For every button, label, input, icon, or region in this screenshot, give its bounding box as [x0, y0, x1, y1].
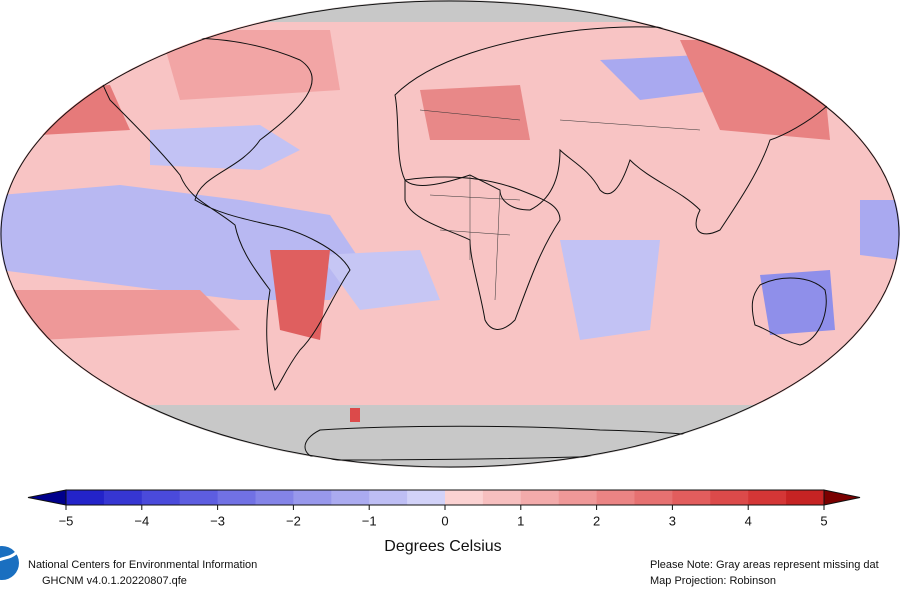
colorbar-tick-label: 2 — [593, 513, 600, 528]
colorbar-bin — [558, 490, 598, 505]
colorbar-bin — [482, 490, 522, 505]
colorbar-bin — [596, 490, 635, 505]
colorbar-tick-label: 0 — [441, 513, 448, 528]
colorbar-bin — [217, 490, 256, 505]
colorbar-bin — [293, 490, 332, 505]
colorbar-tick-label: −3 — [210, 513, 225, 528]
colorbar-bin — [331, 490, 370, 505]
colorbar-over — [823, 489, 861, 506]
anomaly-map — [0, 0, 900, 468]
colorbar-tick-label: 5 — [820, 513, 827, 528]
map-border — [0, 0, 900, 468]
colorbar-bin — [141, 490, 181, 505]
colorbar-bin — [255, 490, 294, 505]
noaa-logo — [0, 546, 19, 580]
colorbar-tick-label: −1 — [362, 513, 377, 528]
dataset-name: GHCNM v4.0.1.20220807.qfe — [42, 575, 187, 587]
colorbar-bin — [103, 490, 143, 505]
org-name: National Centers for Environmental Infor… — [28, 559, 257, 571]
colorbar-tick-label: 1 — [517, 513, 524, 528]
colorbar-bin — [710, 490, 749, 505]
projection-note: Map Projection: Robinson — [650, 575, 776, 587]
colorbar-tick-label: 3 — [669, 513, 676, 528]
colorbar-bin — [445, 490, 484, 505]
colorbar-bin — [786, 490, 825, 505]
colorbar-bin — [520, 490, 560, 505]
colorbar-tick-label: 4 — [745, 513, 752, 528]
colorbar-bin — [66, 490, 105, 505]
colorbar-bin — [369, 490, 408, 505]
colorbar-tick-label: −4 — [134, 513, 149, 528]
missing-note: Please Note: Gray areas represent missin… — [650, 559, 879, 571]
colorbar-under — [27, 489, 67, 506]
colorbar-bin — [407, 490, 446, 505]
colorbar-bin — [672, 490, 711, 505]
colorbar-label: Degrees Celsius — [384, 538, 501, 555]
colorbar-bin — [179, 490, 219, 505]
colorbar: −5 −4 −3 −2 −1 0 1 2 3 4 5 — [27, 489, 861, 528]
colorbar-tick-label: −5 — [59, 513, 74, 528]
colorbar-tick-label: −2 — [286, 513, 301, 528]
colorbar-bin — [634, 490, 673, 505]
colorbar-bin — [748, 490, 787, 505]
